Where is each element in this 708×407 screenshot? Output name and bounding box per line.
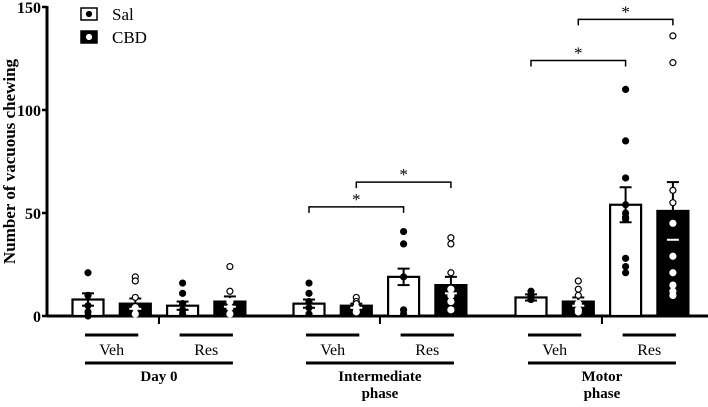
significance-bracket [355, 181, 452, 189]
data-point [621, 174, 630, 182]
data-point [305, 297, 313, 306]
data-point [84, 291, 92, 299]
data-point [400, 240, 408, 248]
legend-marker [85, 10, 93, 18]
data-point [179, 289, 187, 297]
y-tick-label: 50 [25, 206, 41, 223]
significance-bracket [308, 206, 405, 213]
group-label: Res [637, 342, 661, 359]
data-point [179, 300, 187, 308]
data-point [400, 273, 408, 281]
significance-marker: * [399, 165, 408, 184]
data-point [621, 215, 630, 223]
data-point [352, 308, 360, 316]
data-point [447, 285, 455, 293]
data-point [226, 310, 234, 318]
data-point [621, 254, 630, 262]
data-point [131, 293, 139, 302]
data-point [527, 295, 535, 304]
data-point [669, 291, 677, 299]
group-label: Veh [542, 342, 567, 359]
data-point [305, 310, 313, 318]
group-label: Res [194, 342, 218, 359]
data-point [669, 281, 677, 289]
data-point [305, 279, 313, 287]
data-point [621, 269, 630, 277]
data-point [669, 199, 677, 207]
data-point [621, 85, 630, 94]
y-tick-label: 0 [33, 309, 41, 326]
data-point [131, 310, 139, 318]
data-point [574, 285, 582, 293]
data-point [179, 310, 187, 318]
data-point [621, 262, 630, 271]
data-point [400, 227, 408, 236]
phase-label: Day 0 [140, 369, 177, 385]
y-tick-label: 150 [17, 0, 41, 17]
significance-marker: * [621, 2, 630, 21]
y-tick-label: 100 [17, 103, 41, 120]
data-point [447, 240, 455, 248]
data-point [447, 269, 455, 277]
data-point [669, 219, 677, 227]
data-point [447, 297, 455, 306]
y-axis-label: Number of vacuous chewing [0, 58, 19, 264]
data-point [447, 291, 455, 299]
significance-bracket [530, 59, 627, 67]
data-point [669, 186, 677, 194]
data-point [669, 252, 677, 260]
data-point [84, 269, 92, 277]
legend-label: Sal [112, 5, 134, 24]
phase-label: Motor [582, 369, 623, 385]
data-point [226, 304, 234, 312]
data-point [574, 277, 582, 285]
data-point [574, 291, 582, 299]
significance-marker: * [574, 44, 583, 63]
data-point [226, 287, 234, 295]
legend-label: CBD [112, 28, 147, 47]
data-point [669, 59, 677, 67]
data-point [574, 300, 582, 308]
data-point [447, 306, 455, 314]
data-point [84, 302, 92, 310]
data-point [400, 310, 408, 318]
data-point [669, 269, 677, 277]
data-point [131, 277, 139, 285]
data-point [226, 262, 234, 271]
group-label: Res [415, 342, 439, 359]
phase-label: Intermediate [338, 369, 422, 385]
data-point [179, 279, 187, 287]
data-point [574, 308, 582, 316]
significance-bracket [577, 18, 674, 26]
data-point [669, 32, 677, 40]
data-point [305, 304, 313, 312]
group-label: Veh [320, 342, 345, 359]
phase-label: phase [584, 386, 621, 402]
data-point [621, 201, 630, 209]
data-point [447, 234, 455, 242]
data-point [621, 137, 630, 145]
data-point [84, 312, 92, 320]
data-point [305, 289, 313, 297]
legend-marker [85, 33, 93, 41]
significance-marker: * [352, 190, 361, 209]
phase-label: phase [362, 386, 399, 402]
data-point [226, 297, 234, 306]
data-point [131, 304, 139, 312]
group-label: Veh [99, 342, 124, 359]
